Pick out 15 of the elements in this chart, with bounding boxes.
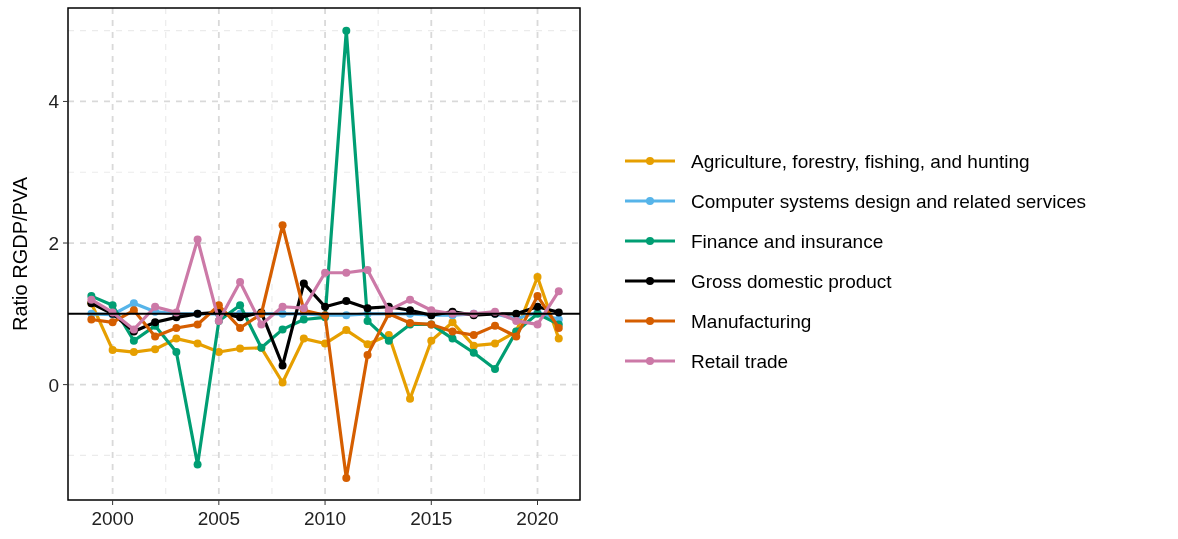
y-tick-label: 0	[48, 374, 59, 396]
legend-label: Finance and insurance	[691, 231, 884, 252]
x-tick-label: 2015	[410, 508, 453, 529]
y-axis-title: Ratio RGDP/PVA	[9, 176, 31, 332]
legend-label: Gross domestic product	[691, 271, 893, 292]
y-tick-label: 4	[48, 91, 60, 113]
x-tick-label: 2000	[91, 508, 134, 529]
legend-label: Manufacturing	[691, 311, 812, 332]
x-tick-label: 2010	[303, 508, 347, 529]
x-tick-label: 2005	[197, 508, 240, 529]
y-tick-label: 2	[48, 233, 59, 255]
legend-label: Computer systems design and related services	[691, 191, 1086, 212]
legend-label: Retail trade	[691, 351, 789, 372]
x-tick-label: 2020	[516, 508, 559, 529]
legend-label: Agriculture, forestry, fishing, and hunting	[691, 151, 1030, 172]
